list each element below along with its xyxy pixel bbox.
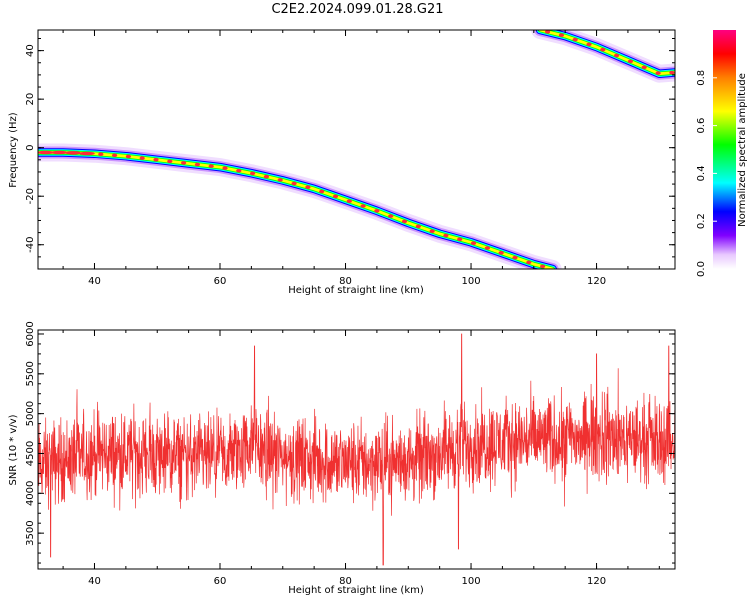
ridge-core-blob <box>236 168 242 173</box>
snr-y-label: SNR (10 * v/v) <box>8 414 19 485</box>
ridge-core-blob <box>153 157 159 162</box>
ridge-core-blob <box>545 30 551 34</box>
x-tick-label: 120 <box>587 576 606 587</box>
figure-title: C2E2.2024.099.01.28.G21 <box>271 2 444 17</box>
x-tick-label: 60 <box>214 276 227 287</box>
y-tick-label: 5500 <box>25 361 36 386</box>
spectrogram-x-label: Height of straight line (km) <box>288 285 424 296</box>
ridge-core-blob <box>498 251 504 255</box>
ridge-core-blob <box>470 241 477 245</box>
ridge-core-blob <box>250 171 256 176</box>
colorbar-tick-label: 0.6 <box>696 118 707 134</box>
ridge-core-blob <box>669 70 675 75</box>
y-tick-label: 4500 <box>25 441 36 466</box>
ridge-core-blob <box>540 264 546 269</box>
ridge-core-blob <box>319 189 325 194</box>
spectrogram-y-label: Frequency (Hz) <box>8 112 19 188</box>
y-tick-label: -20 <box>25 188 36 204</box>
ridge-core-blob <box>112 153 118 158</box>
ridge-core-blob <box>512 255 518 260</box>
snr-panel: 40 60 80 100 120 3500 4000 4500 5000 5500 6000 He… <box>8 321 676 596</box>
ridge-core-blob <box>346 199 352 203</box>
ridge-0-band-0 <box>38 143 562 269</box>
x-tick-label: 100 <box>461 276 480 287</box>
y-tick-label: 0 <box>25 144 36 150</box>
y-tick-label: 4000 <box>25 481 36 506</box>
snr-y-ticks: 3500 4000 4500 5000 5500 6000 <box>25 321 675 564</box>
ridge-core-blob <box>332 194 339 199</box>
colorbar-label: Normalized spectral amplitude <box>737 73 748 227</box>
spectrogram-x-ticks: 40 60 80 100 120 <box>62 30 660 287</box>
colorbar-tick-label: 0.0 <box>696 261 707 277</box>
x-tick-label: 80 <box>339 576 352 587</box>
ridge-core-blob <box>125 154 131 159</box>
x-tick-label: 40 <box>88 276 101 287</box>
ridge-core-blob <box>572 37 578 42</box>
colorbar-tick-label: 0.4 <box>696 165 707 181</box>
ridge-core-blob <box>305 185 311 189</box>
snr-x-ticks: 40 60 80 100 120 <box>62 330 660 587</box>
x-tick-label: 60 <box>214 576 227 587</box>
colorbar-ticks: 0.0 0.2 0.4 0.6 0.8 <box>696 70 717 277</box>
colorbar-tick-label: 0.8 <box>696 70 707 86</box>
ridge-core-blob <box>167 159 173 164</box>
ridge-core-blob <box>181 161 187 165</box>
ridge-core-blob <box>415 224 421 229</box>
ridge-core-blob <box>277 178 283 182</box>
spectrogram-panel: 40 60 80 100 120 -40 -20 0 20 40 Height of strai… <box>8 29 676 296</box>
ridge-core-blob <box>38 150 54 155</box>
spectrogram-y-ticks: -40 -20 0 20 40 <box>25 37 675 270</box>
x-tick-label: 80 <box>339 276 352 287</box>
snr-x-label: Height of straight line (km) <box>288 585 424 596</box>
ridge-core-blob <box>222 166 228 170</box>
spectrogram-ridges <box>38 30 675 269</box>
ridge-core-blob <box>655 71 661 75</box>
ridge-core-blob <box>208 164 214 168</box>
ridge-core-blob <box>79 151 95 156</box>
ridge-core-blob <box>457 237 463 242</box>
ridge-core-blob <box>429 229 435 233</box>
y-tick-label: 6000 <box>25 321 36 346</box>
x-tick-label: 100 <box>461 576 480 587</box>
ridge-core-blob <box>558 33 565 37</box>
colorbar: 0.0 0.2 0.4 0.6 0.8 Normalized spectral ampl… <box>696 30 748 277</box>
ridge-core-blob <box>51 150 68 155</box>
ridge-core-blob <box>484 246 490 250</box>
ridge-core-blob <box>401 219 408 224</box>
snr-frame <box>37 329 676 570</box>
ridge-core-blob <box>291 181 297 186</box>
spectrogram-frame <box>37 29 676 270</box>
ridge-core-blob <box>65 151 81 155</box>
ridge-core-blob <box>360 204 366 208</box>
colorbar-gradient <box>713 30 736 269</box>
snr-series-line <box>38 333 675 566</box>
ridge-core-blob <box>98 152 104 156</box>
ridge-0-band-5 <box>38 151 554 269</box>
ridge-core-blob <box>641 65 647 70</box>
ridge-core-blob <box>614 53 620 58</box>
ridge-core-blob <box>388 214 394 218</box>
ridge-core-blob <box>627 59 634 64</box>
ridge-core-blob <box>263 174 269 179</box>
ridge-core-blob <box>526 260 532 265</box>
y-tick-label: 3500 <box>25 520 36 545</box>
ridge-core-blob <box>600 47 606 52</box>
y-tick-label: -40 <box>25 237 36 253</box>
x-tick-label: 40 <box>88 576 101 587</box>
colorbar-tick-label: 0.2 <box>696 213 707 229</box>
ridge-core-blob <box>374 209 380 213</box>
ridge-core-blob <box>139 156 145 160</box>
ridge-core-blob <box>194 162 200 167</box>
x-tick-label: 120 <box>587 276 606 287</box>
y-tick-label: 20 <box>25 93 36 106</box>
ridge-core-blob <box>443 233 449 238</box>
y-tick-label: 40 <box>25 44 36 57</box>
ridge-core-blob <box>586 42 592 47</box>
y-tick-label: 5000 <box>25 401 36 426</box>
